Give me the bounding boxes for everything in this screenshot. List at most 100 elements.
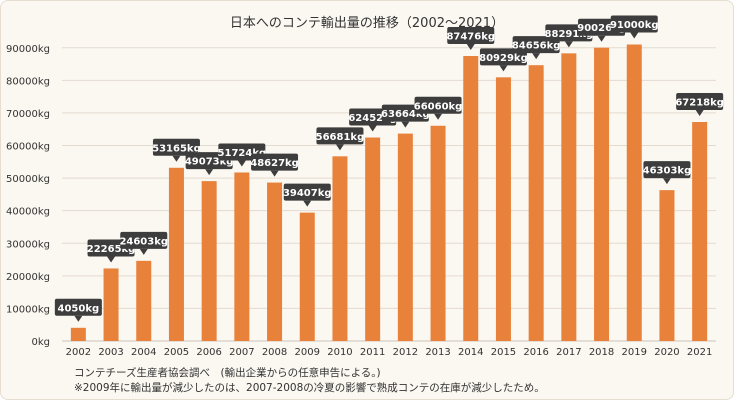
bar bbox=[299, 212, 315, 341]
x-tick-label: 2009 bbox=[295, 347, 320, 358]
bar bbox=[528, 65, 544, 341]
data-label: 39407kg bbox=[283, 188, 332, 199]
data-label-pointer bbox=[695, 109, 704, 116]
bar bbox=[267, 182, 283, 341]
data-label: 49073kg bbox=[185, 157, 234, 168]
data-label-pointer bbox=[368, 125, 377, 132]
bar bbox=[397, 133, 413, 341]
y-tick-label: 70000kg bbox=[6, 109, 50, 120]
bar bbox=[561, 53, 577, 341]
data-label-pointer bbox=[597, 35, 606, 42]
data-label-pointer bbox=[107, 256, 116, 263]
x-tick-label: 2014 bbox=[458, 347, 483, 358]
data-label: 91000kg bbox=[610, 20, 659, 31]
data-label-pointer bbox=[401, 121, 410, 128]
data-label-pointer bbox=[205, 169, 214, 176]
data-label: 4050kg bbox=[58, 303, 100, 314]
x-tick-label: 2013 bbox=[425, 347, 450, 358]
data-label-pointer bbox=[630, 32, 639, 39]
x-tick-label: 2017 bbox=[556, 347, 581, 358]
data-label-pointer bbox=[172, 155, 181, 162]
data-label-box bbox=[447, 26, 495, 44]
data-label-pointer bbox=[303, 200, 312, 207]
x-tick-label: 2015 bbox=[491, 347, 516, 358]
data-label-pointer bbox=[434, 113, 443, 120]
data-label-box bbox=[610, 15, 658, 33]
x-tick-label: 2016 bbox=[523, 347, 548, 358]
data-label-pointer bbox=[466, 43, 475, 50]
data-label: 51724kg bbox=[218, 148, 267, 159]
bar bbox=[201, 181, 217, 341]
bar bbox=[463, 55, 479, 341]
x-tick-label: 2008 bbox=[262, 347, 287, 358]
data-label-pointer bbox=[335, 144, 344, 151]
bar bbox=[70, 327, 86, 341]
chart-title: 日本へのコンテ輸出量の推移（2002〜2021） bbox=[229, 16, 505, 31]
x-tick-label: 2003 bbox=[98, 347, 123, 358]
y-tick-label: 40000kg bbox=[6, 207, 50, 218]
bar bbox=[430, 125, 446, 342]
data-label-pointer bbox=[499, 65, 508, 72]
data-label: 22265kg bbox=[87, 244, 136, 255]
data-label: 56681kg bbox=[316, 132, 365, 143]
data-label: 46303kg bbox=[643, 166, 692, 177]
data-label-box bbox=[676, 92, 724, 110]
bar bbox=[495, 77, 511, 341]
x-tick-label: 2010 bbox=[327, 347, 352, 358]
bar bbox=[692, 121, 708, 341]
bar bbox=[103, 268, 119, 341]
x-tick-label: 2007 bbox=[229, 347, 254, 358]
data-label-box bbox=[643, 161, 691, 179]
data-label: 90026kg bbox=[577, 23, 626, 34]
bar bbox=[332, 156, 348, 341]
data-label-box bbox=[283, 183, 331, 201]
data-label-box bbox=[54, 298, 102, 316]
footnote: ※2009年に輸出量が減少したのは、2007-2008の冷夏の影響で熟成コンテの… bbox=[74, 382, 545, 394]
y-tick-label: 60000kg bbox=[6, 142, 50, 153]
y-tick-label: 10000kg bbox=[6, 304, 50, 315]
data-label-box bbox=[120, 231, 168, 249]
x-tick-label: 2006 bbox=[196, 347, 221, 358]
data-label: 84656kg bbox=[512, 41, 561, 52]
x-tick-label: 2002 bbox=[66, 347, 91, 358]
data-label: 66060kg bbox=[414, 101, 463, 112]
data-label-box bbox=[251, 153, 299, 171]
data-label-box bbox=[414, 96, 462, 114]
source-note: コンテチーズ生産者協会調べ (輸出企業からの任意申告による。) bbox=[74, 367, 381, 379]
x-tick-label: 2011 bbox=[360, 347, 385, 358]
data-label: 24603kg bbox=[119, 236, 168, 247]
data-label-pointer bbox=[532, 53, 541, 60]
data-label-pointer bbox=[74, 315, 83, 322]
y-tick-label: 30000kg bbox=[6, 239, 50, 250]
data-label-box bbox=[316, 127, 364, 145]
bar bbox=[168, 167, 184, 341]
bar bbox=[136, 260, 152, 341]
x-tick-label: 2018 bbox=[589, 347, 614, 358]
x-tick-label: 2019 bbox=[622, 347, 647, 358]
x-tick-label: 2004 bbox=[131, 347, 156, 358]
data-label: 87476kg bbox=[446, 31, 495, 42]
bar bbox=[594, 47, 610, 341]
y-tick-label: 90000kg bbox=[6, 44, 50, 55]
bar bbox=[365, 137, 381, 341]
data-label: 53165kg bbox=[152, 143, 201, 154]
y-tick-label: 50000kg bbox=[6, 174, 50, 185]
bar bbox=[626, 44, 642, 342]
y-tick-label: 80000kg bbox=[6, 76, 50, 87]
data-label: 63664kg bbox=[381, 109, 430, 120]
x-tick-label: 2005 bbox=[164, 347, 189, 358]
data-label-pointer bbox=[237, 160, 246, 167]
data-label: 67218kg bbox=[675, 97, 724, 108]
data-label: 88291kg bbox=[545, 29, 594, 40]
x-tick-label: 2021 bbox=[687, 347, 712, 358]
data-label-pointer bbox=[662, 178, 671, 185]
data-label-box bbox=[152, 138, 200, 156]
bar bbox=[659, 190, 675, 341]
x-tick-label: 2012 bbox=[393, 347, 418, 358]
y-tick-label: 20000kg bbox=[6, 272, 50, 283]
data-label-pointer bbox=[564, 41, 573, 48]
x-tick-label: 2020 bbox=[654, 347, 679, 358]
y-tick-label: 0kg bbox=[31, 337, 50, 348]
bar bbox=[234, 172, 250, 341]
